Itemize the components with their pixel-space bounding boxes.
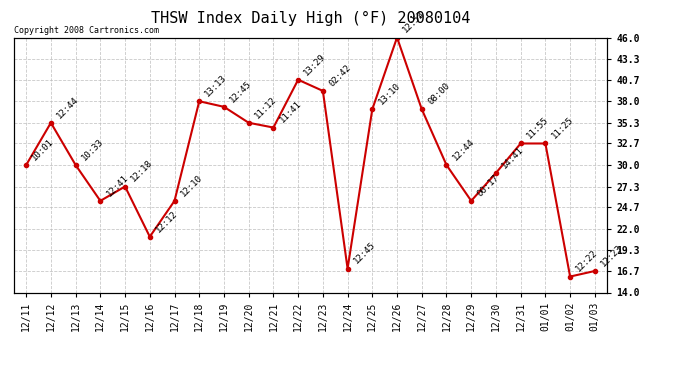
- Text: THSW Index Daily High (°F) 20080104: THSW Index Daily High (°F) 20080104: [151, 11, 470, 26]
- Text: 00:17: 00:17: [475, 173, 501, 198]
- Text: 12:18: 12:18: [129, 158, 155, 184]
- Text: 10:33: 10:33: [80, 137, 105, 162]
- Text: 12:22: 12:22: [574, 248, 600, 274]
- Text: 12:23: 12:23: [599, 243, 624, 268]
- Text: Copyright 2008 Cartronics.com: Copyright 2008 Cartronics.com: [14, 26, 159, 35]
- Text: 12:44: 12:44: [451, 137, 476, 162]
- Text: 12:41: 12:41: [104, 173, 130, 198]
- Text: 14:41: 14:41: [500, 145, 526, 170]
- Text: 11:55: 11:55: [525, 116, 550, 141]
- Text: 12:53: 12:53: [401, 9, 426, 35]
- Text: 11:25: 11:25: [549, 116, 575, 141]
- Text: 12:10: 12:10: [179, 173, 204, 198]
- Text: 10:01: 10:01: [30, 137, 56, 162]
- Text: 11:12: 11:12: [253, 94, 278, 120]
- Text: 13:13: 13:13: [204, 73, 229, 99]
- Text: 08:00: 08:00: [426, 81, 451, 106]
- Text: 12:45: 12:45: [352, 240, 377, 266]
- Text: 12:45: 12:45: [228, 79, 253, 104]
- Text: 11:41: 11:41: [277, 99, 303, 125]
- Text: 12:44: 12:44: [55, 94, 81, 120]
- Text: 12:12: 12:12: [154, 209, 179, 234]
- Text: 13:10: 13:10: [377, 81, 402, 106]
- Text: 02:42: 02:42: [327, 63, 353, 88]
- Text: 13:29: 13:29: [302, 52, 328, 77]
